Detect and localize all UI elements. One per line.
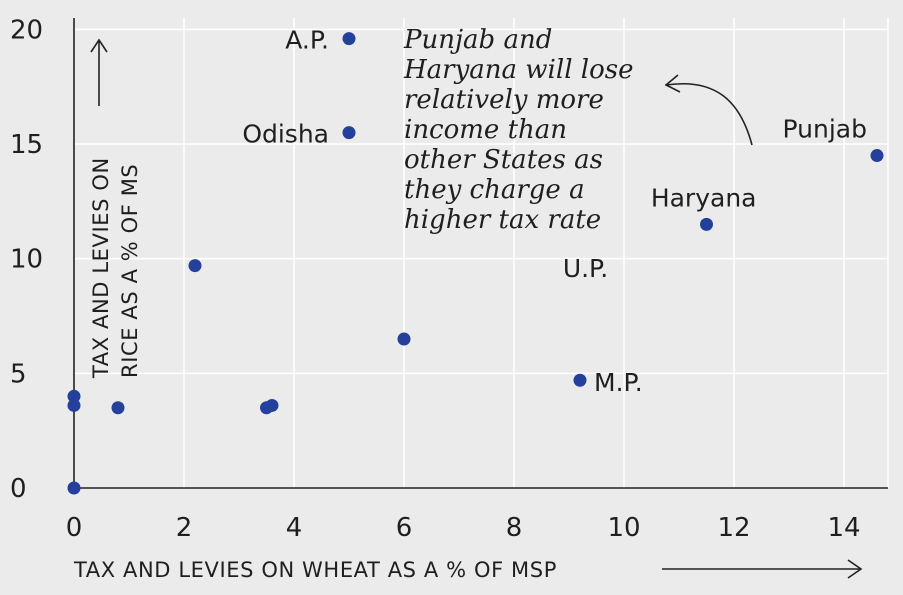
x-tick-label: 2 bbox=[176, 513, 193, 543]
annotation-line: income than bbox=[404, 115, 567, 145]
point-label: M.P. bbox=[594, 368, 643, 397]
point-label: A.P. bbox=[285, 26, 329, 55]
point-label: Haryana bbox=[651, 183, 757, 212]
data-point bbox=[397, 332, 411, 346]
annotation-line: higher tax rate bbox=[404, 205, 601, 235]
point-labels: A.P. Odisha Punjab Haryana M.P. U.P. bbox=[242, 26, 867, 398]
data-point bbox=[573, 373, 587, 387]
y-tick-label: 0 bbox=[10, 474, 27, 504]
x-tick-label: 8 bbox=[506, 513, 523, 543]
x-tick-label: 14 bbox=[827, 513, 860, 543]
data-points bbox=[67, 32, 884, 495]
point-label: Odisha bbox=[242, 120, 329, 149]
point-label: U.P. bbox=[563, 254, 608, 283]
y-tick-label: 5 bbox=[10, 359, 27, 389]
data-point bbox=[111, 401, 125, 415]
tick-labels: 0 2 4 6 8 10 12 14 0 5 10 15 20 bbox=[10, 15, 861, 543]
y-tick-label: 20 bbox=[10, 15, 43, 45]
data-point bbox=[342, 126, 356, 140]
x-axis-arrow bbox=[662, 559, 863, 579]
x-tick-label: 6 bbox=[396, 513, 413, 543]
gridlines bbox=[74, 18, 889, 488]
y-axis-label-line2: RICE AS A % OF MS bbox=[118, 164, 142, 378]
data-point bbox=[67, 389, 81, 403]
data-point bbox=[342, 32, 356, 46]
y-axis-arrow bbox=[90, 38, 108, 106]
data-point bbox=[188, 259, 202, 273]
data-point bbox=[265, 398, 279, 412]
x-tick-label: 0 bbox=[66, 513, 83, 543]
data-point bbox=[700, 217, 713, 231]
y-axis-label: TAX AND LEVIES ON RICE AS A % OF MS bbox=[89, 157, 142, 379]
data-point bbox=[870, 149, 884, 163]
y-axis-label-line1: TAX AND LEVIES ON bbox=[89, 157, 113, 379]
annotation-text: Punjab and Haryana will lose relatively mo… bbox=[403, 25, 633, 235]
y-tick-label: 10 bbox=[10, 245, 43, 275]
annotation-line: they charge a bbox=[404, 175, 585, 205]
annotation-line: Haryana will lose bbox=[403, 55, 633, 85]
annotation-line: other States as bbox=[404, 145, 603, 175]
x-tick-label: 12 bbox=[717, 513, 750, 543]
x-tick-label: 10 bbox=[607, 513, 640, 543]
annotation-line: Punjab and bbox=[403, 25, 552, 55]
annotation-arrow bbox=[664, 74, 753, 146]
data-point bbox=[67, 398, 81, 412]
annotation-line: relatively more bbox=[404, 85, 604, 115]
y-tick-label: 15 bbox=[10, 130, 43, 160]
data-point bbox=[67, 481, 81, 495]
point-label: Punjab bbox=[783, 115, 867, 144]
x-tick-label: 4 bbox=[286, 513, 303, 543]
x-axis-label: TAX AND LEVIES ON WHEAT AS A % OF MSP bbox=[73, 558, 557, 582]
